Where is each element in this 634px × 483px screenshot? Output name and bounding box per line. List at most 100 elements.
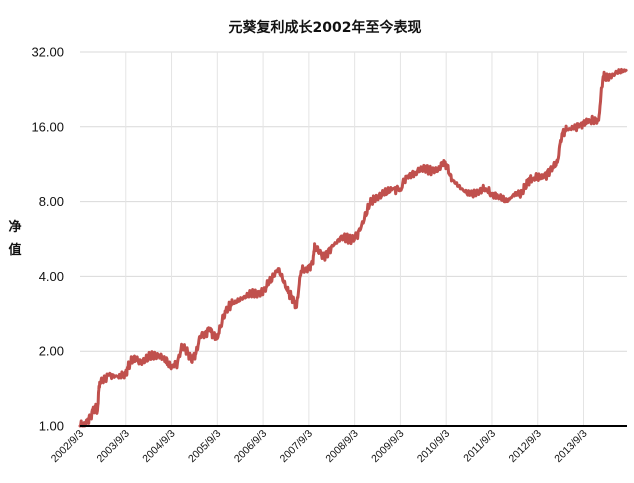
data-point: [231, 302, 234, 306]
y-tick-label: 2.00: [39, 344, 64, 359]
data-point: [96, 409, 99, 413]
data-point: [267, 282, 271, 285]
data-point: [208, 328, 211, 331]
x-tick-label: 2008/9/3: [323, 428, 360, 465]
data-point: [286, 289, 289, 292]
data-point: [125, 367, 129, 370]
data-point: [295, 306, 298, 309]
data-point: [216, 337, 219, 340]
data-point: [313, 244, 316, 248]
data-point: [450, 178, 454, 181]
y-tick-label: 4.00: [39, 269, 64, 284]
data-point: [624, 69, 628, 72]
data-point: [414, 171, 417, 174]
data-point: [432, 170, 435, 173]
data-point: [167, 362, 170, 365]
data-point: [542, 176, 545, 179]
data-point: [524, 184, 527, 187]
data-point: [176, 361, 179, 364]
x-tick-label: 2009/9/3: [369, 428, 406, 465]
data-point: [483, 187, 486, 191]
series-line: [78, 67, 628, 428]
data-point: [318, 251, 321, 254]
data-point: [322, 255, 326, 258]
data-point: [89, 414, 92, 417]
x-tick-label: 2007/9/3: [278, 428, 315, 465]
data-point: [222, 315, 225, 318]
data-point: [574, 125, 577, 128]
data-point: [307, 267, 311, 270]
data-point: [158, 354, 161, 357]
data-point: [185, 350, 188, 353]
data-point: [162, 356, 165, 360]
grid: [80, 51, 627, 426]
data-point: [588, 119, 591, 122]
data-point: [261, 289, 265, 292]
data-point: [437, 168, 440, 171]
data-point: [373, 197, 376, 201]
x-axis-ticks: 2002/9/3 2003/9/3 2004/9/3 2005/9/3 2006/9/3…: [49, 428, 590, 466]
y-tick-label: 32.00: [31, 45, 64, 60]
data-point: [130, 358, 133, 361]
data-point: [194, 352, 197, 356]
x-tick-label: 2013/9/3: [552, 428, 589, 465]
data-point: [180, 344, 184, 348]
data-point: [405, 176, 408, 179]
data-point: [606, 77, 609, 80]
y-axis-label: 净值: [8, 219, 21, 258]
data-point: [290, 296, 294, 299]
data-point: [258, 292, 262, 296]
data-point: [249, 292, 252, 296]
data-point: [350, 238, 353, 242]
data-point: [148, 355, 152, 358]
x-tick-label: 2004/9/3: [140, 428, 177, 465]
y-tick-label: 8.00: [39, 194, 64, 209]
y-axis-label-char: 值: [8, 242, 21, 258]
data-point: [565, 129, 568, 132]
data-point: [556, 161, 559, 164]
data-point: [615, 71, 619, 74]
data-point: [277, 267, 280, 270]
data-point: [597, 119, 600, 122]
data-point: [560, 132, 564, 135]
y-axis-label-char: 净: [8, 219, 21, 235]
data-point: [345, 237, 349, 240]
data-point: [399, 187, 402, 191]
data-point: [551, 166, 554, 169]
x-tick-label: 2011/9/3: [461, 428, 498, 465]
data-point: [299, 269, 303, 273]
data-point: [469, 193, 472, 197]
data-point: [93, 405, 97, 408]
data-point: [116, 375, 120, 378]
data-point: [445, 164, 448, 167]
x-tick-label: 2005/9/3: [186, 428, 223, 465]
data-point: [212, 334, 216, 338]
data-point: [602, 75, 605, 78]
x-tick-label: 2003/9/3: [95, 428, 132, 465]
data-point: [84, 422, 88, 426]
data-point: [515, 191, 518, 194]
data-point: [124, 372, 128, 376]
data-point: [226, 306, 230, 309]
series: [78, 67, 628, 428]
data-point: [519, 193, 522, 197]
x-tick-label: 2006/9/3: [232, 428, 269, 465]
data-point: [341, 235, 344, 238]
data-point: [478, 190, 481, 193]
data-point: [139, 361, 143, 364]
data-point: [582, 122, 585, 125]
data-point: [490, 192, 494, 195]
data-point: [170, 366, 173, 369]
chart-title: 元葵复利成长2002年至今表现: [229, 19, 422, 36]
data-point: [423, 166, 426, 169]
data-point: [203, 332, 207, 335]
data-point: [536, 176, 539, 179]
data-point: [107, 374, 111, 377]
data-point: [368, 203, 371, 206]
data-point: [311, 261, 314, 264]
data-point: [135, 358, 138, 361]
y-tick-label: 1.00: [39, 419, 64, 434]
data-point: [496, 195, 500, 198]
data-point: [382, 192, 385, 195]
data-point: [199, 334, 202, 338]
